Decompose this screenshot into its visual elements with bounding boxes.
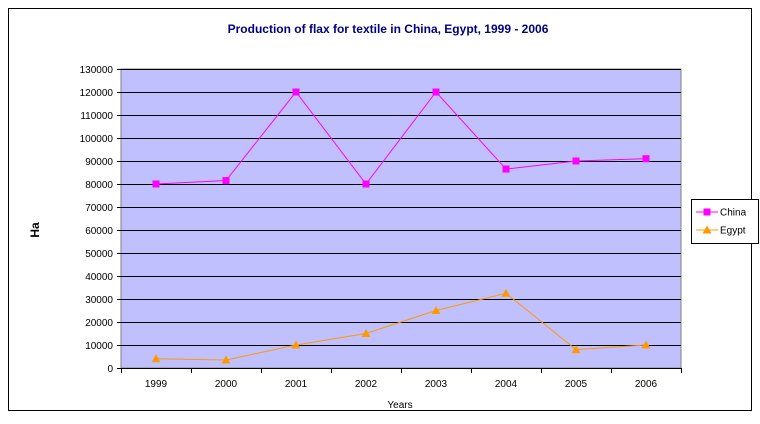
legend-label-egypt: Egypt [720,226,746,237]
y-tick-label: 90000 [85,157,113,168]
x-tick-label: 2004 [495,379,518,390]
y-tick-label: 40000 [85,272,113,283]
x-tick-label: 2003 [425,379,448,390]
y-tick-label: 30000 [85,295,113,306]
x-tick-label: 1999 [145,379,168,390]
x-tick-label: 2006 [635,379,658,390]
y-tick-label: 50000 [85,249,113,260]
y-tick-label: 0 [107,364,113,375]
legend-box [692,200,759,244]
legend-label-china: China [720,208,747,219]
plot-area [121,69,681,368]
data-point-china [433,89,440,96]
y-tick-label: 10000 [85,341,113,352]
data-point-china [573,158,580,165]
x-tick-label: 2002 [355,379,378,390]
y-tick-label: 130000 [80,65,114,76]
y-tick-label: 70000 [85,203,113,214]
legend-marker-china [704,209,711,216]
y-tick-label: 110000 [80,111,113,122]
data-point-china [503,166,510,173]
y-tick-label: 80000 [85,180,113,191]
data-point-china [153,181,160,188]
data-point-china [223,177,230,184]
data-point-china [643,155,650,162]
y-tick-label: 100000 [80,134,114,145]
y-tick-label: 20000 [85,318,113,329]
data-point-china [363,181,370,188]
y-axis-label: Ha [28,222,42,238]
x-axis-label: Years [387,400,412,411]
chart-title: Production of flax for textile in China,… [228,22,549,36]
data-point-china [293,89,300,96]
x-tick-label: 2000 [215,379,238,390]
y-tick-label: 120000 [80,88,114,99]
y-tick-label: 60000 [85,226,113,237]
legend: China Egypt [692,200,759,244]
x-tick-label: 2001 [285,379,308,390]
x-tick-label: 2005 [565,379,588,390]
